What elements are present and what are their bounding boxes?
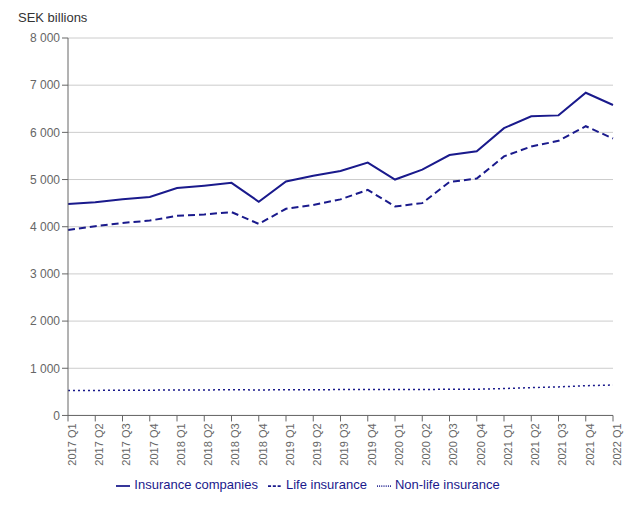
svg-text:2017 Q2: 2017 Q2 — [93, 423, 105, 465]
svg-text:2019 Q2: 2019 Q2 — [311, 423, 323, 465]
svg-text:2021 Q4: 2021 Q4 — [584, 423, 596, 465]
svg-text:2018 Q3: 2018 Q3 — [229, 423, 241, 465]
svg-text:2017 Q1: 2017 Q1 — [66, 423, 78, 465]
svg-text:2 000: 2 000 — [30, 314, 60, 328]
svg-text:2019 Q4: 2019 Q4 — [366, 423, 378, 465]
html-text:Non-life insurance: Non-life insurance — [394, 477, 500, 493]
html-text:SEK billions: SEK billions — [18, 10, 88, 25]
svg-text:3 000: 3 000 — [30, 267, 60, 281]
svg-text:2017 Q4: 2017 Q4 — [148, 423, 160, 465]
svg-text:2020 Q3: 2020 Q3 — [447, 423, 459, 465]
svg-text:1 000: 1 000 — [30, 362, 60, 376]
svg-text:2018 Q1: 2018 Q1 — [175, 423, 187, 465]
svg-text:7 000: 7 000 — [30, 78, 60, 92]
html-text:Insurance companies: Insurance companies — [134, 477, 258, 493]
svg-text:2021 Q3: 2021 Q3 — [556, 423, 568, 465]
svg-text:2022 Q1: 2022 Q1 — [611, 423, 623, 465]
svg-text:2020 Q2: 2020 Q2 — [420, 423, 432, 465]
svg-text:2021 Q2: 2021 Q2 — [529, 423, 541, 465]
html-text:Life insurance: Life insurance — [285, 477, 367, 493]
svg-text:6 000: 6 000 — [30, 126, 60, 140]
svg-text:2017 Q3: 2017 Q3 — [120, 423, 132, 465]
svg-text:2019 Q1: 2019 Q1 — [284, 423, 296, 465]
svg-text:0: 0 — [53, 409, 60, 423]
svg-text:2019 Q3: 2019 Q3 — [338, 423, 350, 465]
svg-text:2018 Q2: 2018 Q2 — [202, 423, 214, 465]
svg-text:2020 Q1: 2020 Q1 — [393, 423, 405, 465]
svg-text:2020 Q4: 2020 Q4 — [475, 423, 487, 465]
svg-text:2021 Q1: 2021 Q1 — [502, 423, 514, 465]
svg-text:4 000: 4 000 — [30, 220, 60, 234]
svg-text:2018 Q4: 2018 Q4 — [257, 423, 269, 465]
svg-text:8 000: 8 000 — [30, 31, 60, 45]
svg-text:5 000: 5 000 — [30, 173, 60, 187]
